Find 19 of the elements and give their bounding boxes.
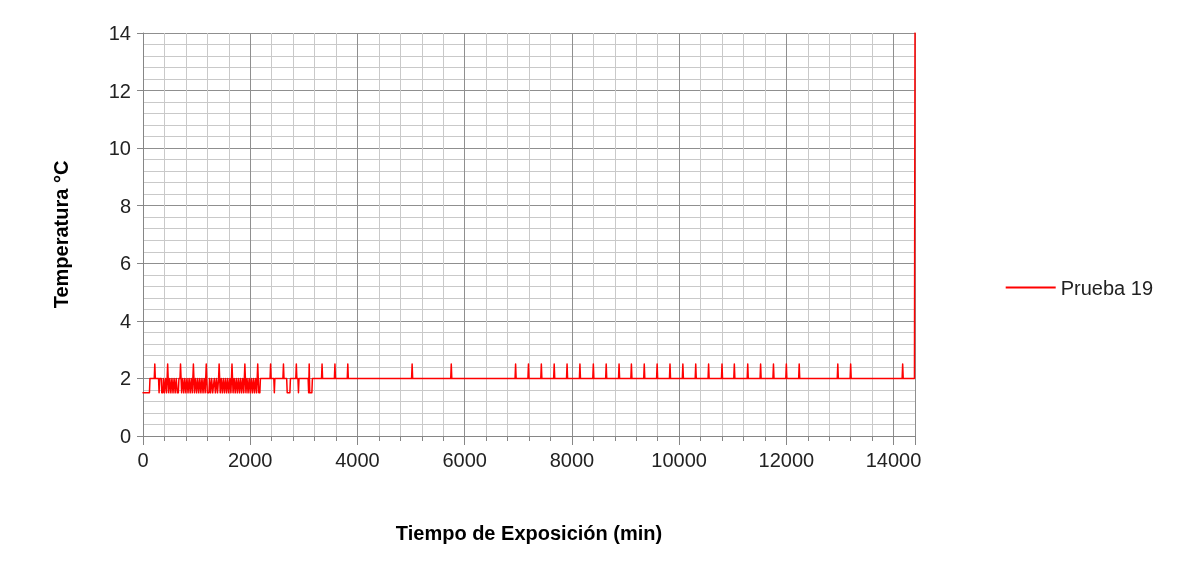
y-tick-label: 6 bbox=[119, 252, 131, 275]
x-tick-label: 0 bbox=[137, 449, 149, 471]
y-tick-label: 4 bbox=[119, 309, 131, 332]
y-tick-label: 8 bbox=[119, 194, 131, 217]
legend-label: Prueba 19 bbox=[1060, 276, 1153, 299]
x-tick-label: 4000 bbox=[335, 449, 380, 471]
y-tick-label: 14 bbox=[108, 22, 131, 44]
x-axis-title: Tiempo de Exposición (min) bbox=[395, 522, 663, 544]
y-tick-label: 10 bbox=[108, 137, 131, 160]
y-axis-title: Temperatura °C bbox=[50, 160, 72, 309]
y-tick-label: 12 bbox=[108, 79, 131, 102]
y-tick-label: 2 bbox=[119, 367, 131, 390]
x-tick-label: 2000 bbox=[227, 449, 273, 471]
x-tick-label: 6000 bbox=[442, 449, 487, 471]
x-tick-label: 12000 bbox=[758, 449, 815, 471]
y-tick-label: 0 bbox=[119, 425, 131, 447]
x-tick-label: 14000 bbox=[865, 449, 922, 471]
x-tick-label: 8000 bbox=[549, 449, 595, 471]
x-tick-label: 10000 bbox=[651, 449, 707, 471]
